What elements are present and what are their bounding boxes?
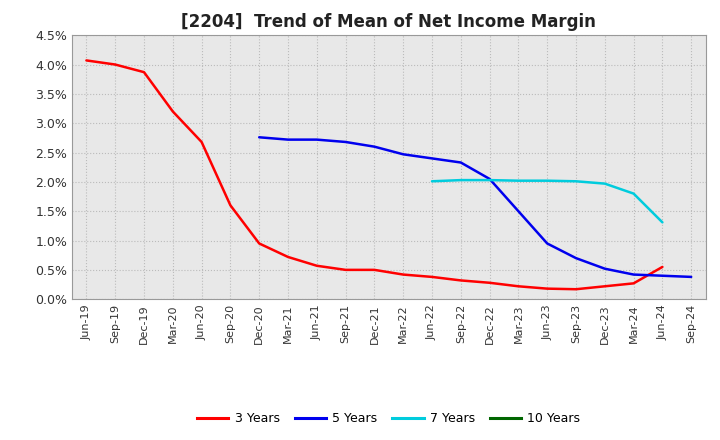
- Title: [2204]  Trend of Mean of Net Income Margin: [2204] Trend of Mean of Net Income Margi…: [181, 13, 596, 31]
- Legend: 3 Years, 5 Years, 7 Years, 10 Years: 3 Years, 5 Years, 7 Years, 10 Years: [192, 407, 585, 430]
